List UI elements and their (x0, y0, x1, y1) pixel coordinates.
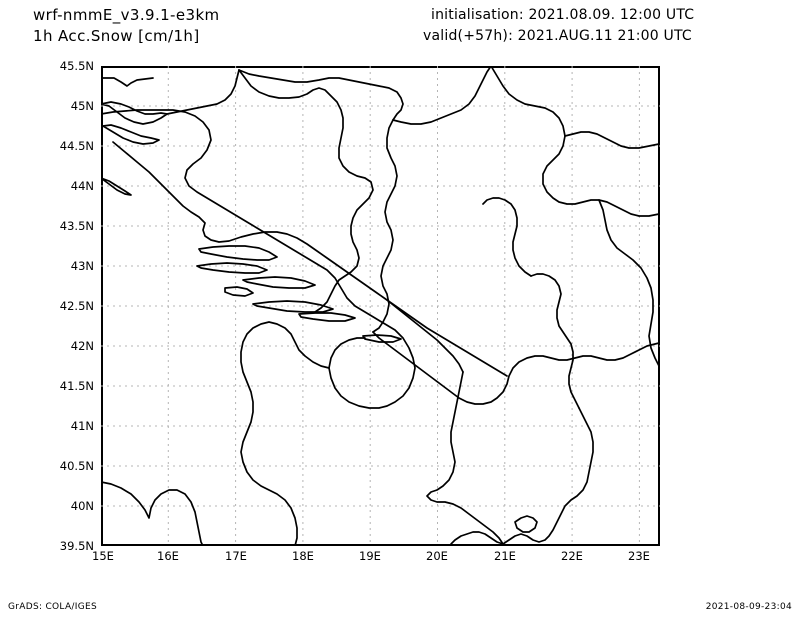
valid-time-label: valid(+57h): 2021.AUG.11 21:00 UTC (423, 28, 692, 44)
island-mljet (362, 334, 402, 343)
x-tick-label-18e: 18E (292, 549, 314, 563)
border-bosnia-serbia-drina (372, 119, 398, 333)
x-tick-label-17e: 17E (225, 549, 247, 563)
island-krk-cres (102, 124, 160, 145)
border-serbia-north (392, 66, 492, 125)
grads-credit-label: GrADS: COLA/IGES (8, 602, 97, 612)
coast-montenegro (386, 299, 464, 373)
field-label: 1h Acc.Snow [cm/1h] (33, 27, 200, 45)
y-tick-label-40-5n: 40.5N (59, 459, 94, 473)
coast-north-adriatic (101, 77, 154, 87)
coast-italy-ne (101, 109, 416, 409)
x-tick-label-19e: 19E (359, 549, 381, 563)
initialisation-label: initialisation: 2021.08.09. 12:00 UTC (431, 7, 695, 23)
border-montenegro-serbia (372, 331, 660, 405)
y-tick-label-44n: 44N (70, 179, 94, 193)
border-bosnia-north (238, 69, 404, 121)
island-hvar (252, 300, 334, 313)
map-canvas (101, 66, 660, 546)
border-croatia-bosnia-west (166, 69, 240, 115)
coast-dalmatia-main (112, 141, 508, 377)
island-vis (224, 286, 254, 297)
y-tick-label-44-5n: 44.5N (59, 139, 94, 153)
border-albania-greece (502, 407, 594, 545)
x-tick-label-16e: 16E (157, 549, 179, 563)
plot-frame (101, 66, 660, 546)
x-tick-label-15e: 15E (92, 549, 114, 563)
island-brac (242, 276, 316, 289)
x-tick-label-20e: 20E (426, 549, 448, 563)
header-right-block: initialisation: 2021.08.09. 12:00 UTC va… (423, 5, 694, 47)
y-tick-label-42-5n: 42.5N (59, 299, 94, 313)
island-rab-pag (101, 177, 132, 196)
island-kornati (196, 262, 268, 274)
y-tick-label-45-5n: 45.5N (59, 59, 94, 73)
render-stamp-label: 2021-08-09-23:04 (705, 602, 792, 612)
coastline-layer (101, 66, 660, 546)
y-tick-label-41n: 41N (70, 419, 94, 433)
river-danube-iron-gate (490, 66, 660, 217)
x-tick-label-22e: 22E (561, 549, 583, 563)
coast-italy-west (101, 481, 204, 546)
x-tick-label-21e: 21E (494, 549, 516, 563)
lake-prespa (514, 515, 538, 533)
y-tick-label-41-5n: 41.5N (59, 379, 94, 393)
y-tick-label-40n: 40N (70, 499, 94, 513)
coast-albania (426, 371, 504, 545)
border-serbia-bulgaria (598, 199, 660, 367)
grid-lines (101, 66, 660, 546)
header-left-block: wrf-nmmE_v3.9.1-e3km 1h Acc.Snow [cm/1h] (33, 5, 220, 47)
border-croatia-bosnia-ne (238, 69, 374, 313)
map-plot-area (101, 66, 660, 546)
model-name-label: wrf-nmmE_v3.9.1-e3km (33, 6, 220, 24)
x-tick-label-23e: 23E (628, 549, 650, 563)
y-tick-label-43-5n: 43.5N (59, 219, 94, 233)
border-serbia-romania-east (564, 131, 660, 149)
y-tick-label-42n: 42N (70, 339, 94, 353)
coast-gargano (240, 321, 330, 546)
y-tick-label-39-5n: 39.5N (59, 539, 94, 553)
coast-greece-north (450, 531, 504, 545)
island-dugi-otok (198, 245, 278, 261)
island-korcula (298, 312, 356, 322)
border-kosovo-macedonia (482, 197, 532, 277)
border-macedonia-west (530, 273, 580, 409)
y-tick-label-43n: 43N (70, 259, 94, 273)
y-tick-label-45n: 45N (70, 99, 94, 113)
